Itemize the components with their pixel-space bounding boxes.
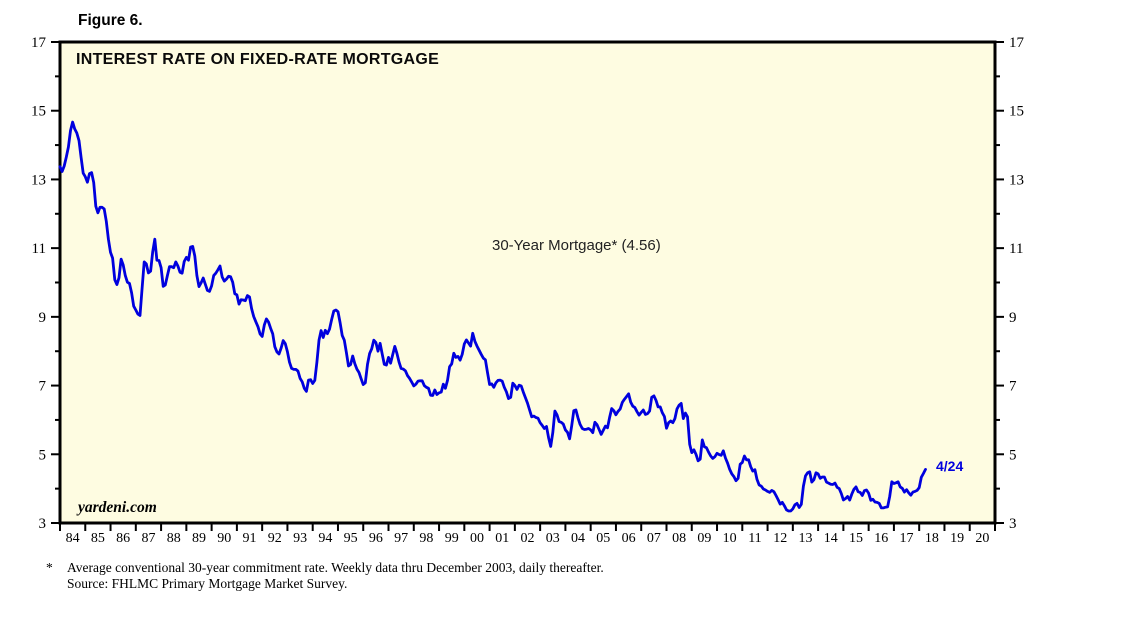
y-tick-label-right: 17	[1009, 35, 1025, 51]
footnote-line-1: Average conventional 30-year commitment …	[67, 560, 604, 575]
x-tick-label: 10	[723, 531, 737, 546]
x-tick-label: 92	[268, 531, 282, 546]
x-tick-label: 90	[217, 531, 231, 546]
figure-number-label: Figure 6.	[78, 12, 143, 29]
y-tick-label-left: 11	[32, 241, 46, 257]
x-tick-label: 20	[975, 531, 989, 546]
y-axis-ticks	[51, 41, 1004, 524]
x-tick-label: 05	[596, 531, 610, 546]
y-tick-label-left: 13	[31, 172, 46, 188]
x-tick-label: 12	[773, 531, 787, 546]
x-tick-label: 06	[622, 531, 636, 546]
last-point-date-label: 4/24	[936, 458, 964, 474]
x-tick-label: 02	[521, 531, 535, 546]
x-tick-label: 85	[91, 531, 105, 546]
x-tick-label: 17	[900, 531, 914, 546]
x-axis-labels: 84 85 86 87 88 89 90 91 92 93 94 95 96 97 98 99 00 01 02 03…	[66, 531, 990, 546]
x-tick-label: 99	[445, 531, 459, 546]
x-tick-label: 08	[672, 531, 686, 546]
y-tick-label-left: 15	[31, 104, 46, 120]
x-tick-label: 97	[394, 531, 408, 546]
x-tick-label: 91	[243, 531, 257, 546]
y-tick-label-right: 9	[1009, 310, 1017, 326]
y-tick-label-left: 5	[39, 447, 47, 463]
x-tick-label: 13	[798, 531, 812, 546]
footnote-text: Average conventional 30-year commitment …	[67, 560, 604, 591]
x-tick-label: 15	[849, 531, 863, 546]
y-tick-label-right: 15	[1009, 104, 1024, 120]
x-tick-label: 98	[419, 531, 433, 546]
x-tick-label: 00	[470, 531, 484, 546]
y-tick-label-left: 3	[39, 516, 47, 532]
x-tick-label: 88	[167, 531, 181, 546]
x-tick-label: 01	[495, 531, 509, 546]
y-tick-label-left: 7	[39, 379, 47, 395]
x-tick-label: 04	[571, 531, 585, 546]
x-tick-label: 03	[546, 531, 560, 546]
y-tick-label-right: 11	[1009, 241, 1023, 257]
x-tick-label: 94	[318, 531, 332, 546]
y-tick-label-right: 3	[1009, 516, 1017, 532]
y-tick-label-left: 17	[31, 35, 47, 51]
x-tick-label: 95	[344, 531, 358, 546]
x-tick-label: 89	[192, 531, 206, 546]
x-axis-ticks	[59, 523, 996, 531]
y-axis-labels-left: 3 5 7 9 11 13 15 17	[31, 35, 47, 532]
x-tick-label: 18	[925, 531, 939, 546]
x-tick-label: 09	[697, 531, 711, 546]
x-tick-label: 96	[369, 531, 383, 546]
footnote-line-2: Source: FHLMC Primary Mortgage Market Su…	[67, 575, 348, 591]
x-tick-label: 16	[874, 531, 888, 546]
x-tick-label: 84	[66, 531, 80, 546]
x-tick-label: 14	[824, 531, 838, 546]
footnote: * Average conventional 30-year commitmen…	[46, 560, 604, 591]
y-tick-label-right: 5	[1009, 447, 1017, 463]
y-tick-label-right: 13	[1009, 172, 1024, 188]
x-tick-label: 11	[748, 531, 761, 546]
x-tick-label: 07	[647, 531, 661, 546]
yardeni-watermark: yardeni.com	[78, 499, 157, 516]
x-tick-label: 86	[116, 531, 130, 546]
y-axis-labels-right: 3 5 7 9 11 13 15 17	[1009, 35, 1025, 532]
footnote-asterisk: *	[46, 560, 53, 575]
series-annotation: 30-Year Mortgage* (4.56)	[492, 237, 661, 254]
y-tick-label-right: 7	[1009, 379, 1017, 395]
x-tick-label: 93	[293, 531, 307, 546]
x-tick-label: 87	[141, 531, 155, 546]
x-tick-label: 19	[950, 531, 964, 546]
mortgage-rate-line	[58, 120, 927, 513]
y-tick-label-left: 9	[39, 310, 47, 326]
chart-title: INTEREST RATE ON FIXED-RATE MORTGAGE	[76, 51, 440, 68]
